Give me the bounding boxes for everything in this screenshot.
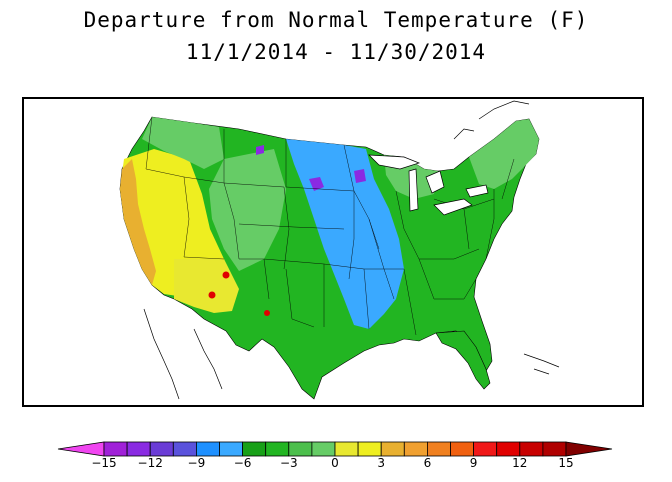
arizona-warm bbox=[174, 259, 239, 313]
hot-spot-nevada bbox=[222, 271, 230, 279]
legend-swatch bbox=[334, 441, 359, 457]
legend-swatch bbox=[219, 441, 244, 457]
legend-swatch bbox=[519, 441, 544, 457]
legend-swatch bbox=[450, 441, 475, 457]
cold-spot-minnesota bbox=[354, 169, 366, 183]
legend-swatch bbox=[242, 441, 267, 457]
legend-arrow-low bbox=[57, 441, 105, 457]
legend-swatch bbox=[195, 441, 220, 457]
legend-swatch bbox=[288, 441, 313, 457]
legend-swatch bbox=[380, 441, 405, 457]
legend-tick-label: 15 bbox=[558, 456, 574, 470]
legend-swatch bbox=[103, 441, 128, 457]
legend-swatch bbox=[357, 441, 382, 457]
legend-swatch bbox=[426, 441, 451, 457]
legend-tick-label: −6 bbox=[233, 456, 252, 470]
legend-swatch bbox=[172, 441, 197, 457]
hot-spot-arizona bbox=[208, 291, 216, 299]
legend-swatch bbox=[403, 441, 428, 457]
cold-spot-montana bbox=[256, 145, 264, 155]
legend-tick-label: 12 bbox=[512, 456, 528, 470]
hot-spot-new-mexico bbox=[264, 310, 270, 316]
legend-tick-label: 6 bbox=[423, 456, 432, 470]
legend-swatch bbox=[265, 441, 290, 457]
legend-swatch bbox=[311, 441, 336, 457]
map-date-range: 11/1/2014 - 11/30/2014 bbox=[185, 40, 487, 64]
color-legend bbox=[57, 441, 613, 457]
california-coast-warm bbox=[120, 159, 156, 285]
northeast-mild bbox=[469, 119, 539, 189]
legend-tick-label: 0 bbox=[331, 456, 339, 470]
great-lakes bbox=[368, 154, 489, 216]
legend-tick-label: −12 bbox=[137, 456, 163, 470]
map-title: Departure from Normal Temperature (F) bbox=[83, 8, 589, 32]
legend-swatch bbox=[149, 441, 174, 457]
legend-arrow-high bbox=[565, 441, 613, 457]
legend-tick-label: −3 bbox=[279, 456, 298, 470]
legend-tick-label: −15 bbox=[91, 456, 117, 470]
us-temperature-map bbox=[119, 100, 560, 400]
legend-tick-label: 3 bbox=[377, 456, 385, 470]
map-panel bbox=[22, 97, 644, 407]
legend-swatch bbox=[496, 441, 521, 457]
legend-swatch bbox=[542, 441, 567, 457]
northwest-cool bbox=[142, 117, 224, 169]
cold-spot-north-dakota bbox=[309, 177, 324, 191]
state-boundaries bbox=[145, 116, 515, 336]
florida-region bbox=[435, 330, 491, 390]
legend-swatch bbox=[126, 441, 151, 457]
legend-tick-label: 9 bbox=[469, 456, 478, 470]
legend-tick-label: −9 bbox=[187, 456, 206, 470]
plains-mild bbox=[209, 149, 286, 271]
neighbor-coastlines bbox=[143, 100, 560, 400]
legend-swatch bbox=[473, 441, 498, 457]
